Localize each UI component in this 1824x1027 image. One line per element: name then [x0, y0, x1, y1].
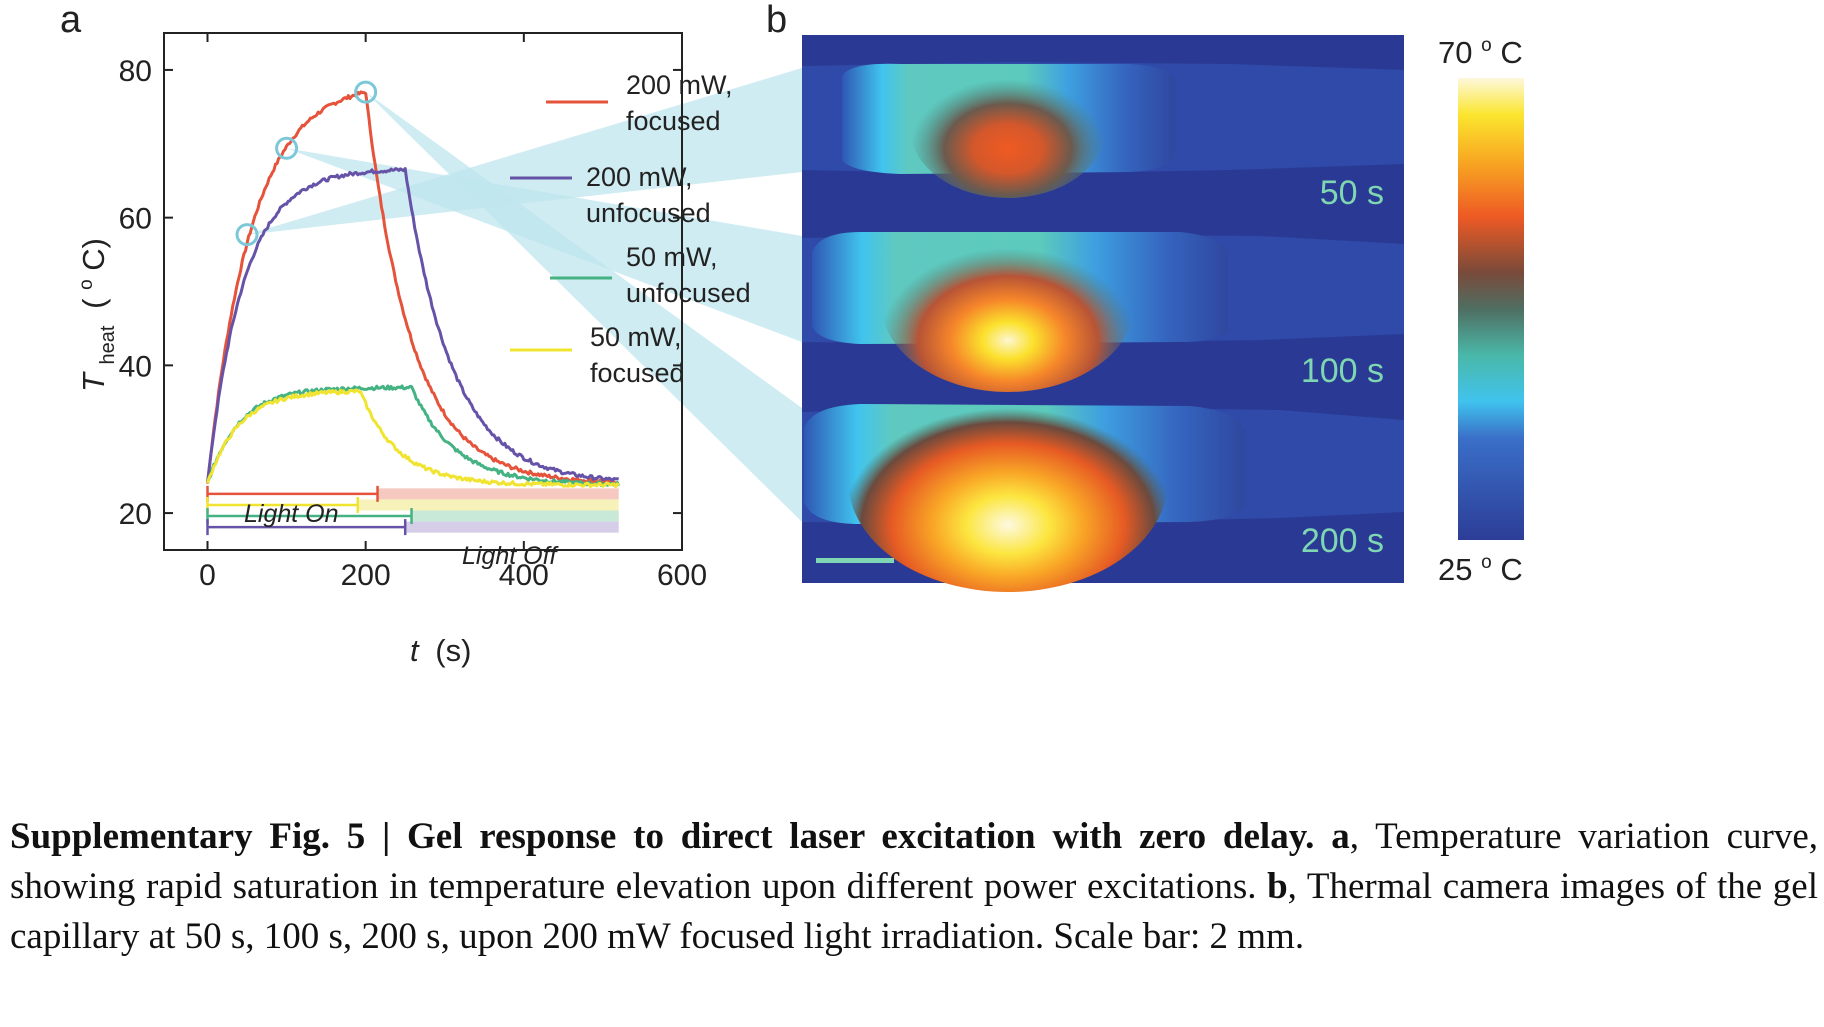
legend-label-line1: 200 mW, — [586, 162, 693, 192]
time-marker — [275, 136, 299, 160]
y-axis-unit-end: C) — [76, 238, 111, 271]
thermal-image-50s — [802, 58, 1404, 198]
projection-cones — [247, 68, 803, 522]
x-axis-label: t (s) — [410, 633, 471, 668]
colorbar: 70 o C 25 o C — [1438, 23, 1524, 587]
x-tick-label: 200 — [341, 559, 391, 592]
colorbar-max-num: 70 — [1438, 35, 1481, 70]
light-off-label: Light Off — [462, 542, 560, 570]
light-off-band — [357, 499, 619, 511]
thermal-image-100s — [802, 208, 1404, 392]
time-label-50s: 50 s — [1320, 174, 1384, 212]
panel-b-label: b — [766, 0, 787, 41]
colorbar-max-degree: o — [1481, 35, 1492, 56]
scale-bar — [816, 558, 894, 563]
legend-label-line2: unfocused — [586, 198, 711, 228]
time-marker — [354, 80, 378, 104]
figure-caption: Supplementary Fig. 5 | Gel response to d… — [10, 812, 1818, 962]
x-tick-label: 600 — [657, 559, 707, 592]
y-tick-label: 20 — [119, 498, 152, 531]
y-axis-label: T heat ( o C) — [64, 238, 121, 392]
x-tick-label: 0 — [199, 559, 216, 592]
caption-title: Supplementary Fig. 5 | Gel response to d… — [10, 816, 1315, 857]
colorbar-min-unit: C — [1500, 552, 1522, 587]
y-tick-label: 80 — [119, 55, 152, 88]
legend-label-line2: focused — [590, 358, 685, 388]
x-tick-label: 400 — [499, 559, 549, 592]
time-marker — [235, 223, 259, 247]
thermal-image-200s — [802, 368, 1404, 592]
light-on-label: Light On — [244, 500, 339, 528]
colorbar-min-num: 25 — [1438, 552, 1481, 587]
axis-ticks: 0 200 400 600 20 40 60 80 — [119, 33, 707, 592]
colorbar-max-label: 70 o C — [1438, 23, 1523, 70]
projection-cone — [286, 148, 802, 342]
y-axis-var: T — [76, 371, 111, 392]
plot-frame — [163, 32, 683, 551]
legend: 200 mW, focused 200 mW, unfocused 50 mW, unfo… — [510, 70, 751, 388]
colorbar-gradient — [1458, 78, 1524, 540]
temperature-curves — [206, 90, 621, 489]
colorbar-min-degree: o — [1481, 552, 1492, 573]
caption-b-label: b — [1267, 866, 1288, 907]
curve-series — [206, 388, 620, 489]
legend-label-line1: 50 mW, — [626, 242, 718, 272]
legend-label-line1: 200 mW, — [626, 70, 733, 100]
x-axis-unit: (s) — [435, 633, 471, 668]
caption-a-text: , Temperature variation curve, showing r… — [10, 816, 1818, 907]
colorbar-max-unit: C — [1500, 35, 1522, 70]
curve-series — [206, 167, 620, 483]
legend-label-line2: unfocused — [626, 278, 751, 308]
legend-label-line2: focused — [626, 106, 721, 136]
curve-series — [206, 90, 619, 485]
caption-a-label: a — [1331, 816, 1350, 857]
light-off-band — [405, 521, 619, 533]
y-axis-sub: heat — [97, 325, 119, 364]
x-axis-var: t — [410, 633, 420, 668]
panel-a-label: a — [60, 0, 82, 41]
light-off-bands — [357, 488, 619, 533]
projection-cone — [247, 68, 803, 235]
time-markers — [235, 80, 378, 247]
y-axis-degree: o — [76, 279, 97, 290]
time-label-200s: 200 s — [1301, 522, 1384, 560]
light-on-bars — [206, 485, 413, 536]
time-label-100s: 100 s — [1301, 352, 1384, 390]
projection-cone — [365, 92, 802, 522]
light-off-band — [411, 510, 619, 522]
y-tick-label: 60 — [119, 203, 152, 236]
caption-b-text: , Thermal camera images of the gel capil… — [10, 866, 1818, 957]
y-axis-unit-open: ( — [76, 298, 111, 309]
colorbar-min-label: 25 o C — [1438, 540, 1523, 587]
thermal-images: 50 s 100 s 200 s — [802, 35, 1404, 592]
y-tick-label: 40 — [119, 350, 152, 383]
legend-label-line1: 50 mW, — [590, 322, 682, 352]
light-off-band — [377, 488, 619, 500]
